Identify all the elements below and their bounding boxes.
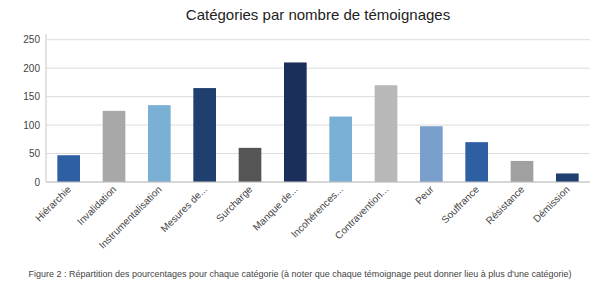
title: Catégories par nombre de témoignages <box>186 6 450 23</box>
bar <box>284 62 307 182</box>
caption: Figure 2 : Répartition des pourcentages … <box>28 269 571 279</box>
chart: Catégories par nombre de témoignages 0 50 1… <box>0 0 600 281</box>
x-tick-label: Surcharge <box>214 183 255 224</box>
x-tick-label: Manque de... <box>251 184 300 233</box>
bar <box>148 105 171 182</box>
x-tick-label: Instrumentalisation <box>97 184 164 251</box>
bar <box>465 142 488 182</box>
x-tick-label: Démission <box>531 184 572 225</box>
x-tick-label: Hiérarchie <box>33 183 73 223</box>
x-axis-line <box>46 182 590 183</box>
x-tick-label: Invalidation <box>75 184 119 228</box>
grid-line <box>46 68 590 69</box>
bar <box>239 148 262 182</box>
x-tick-label: Souffrance <box>439 183 481 225</box>
y-tick-label: 250 <box>23 34 40 45</box>
bar <box>556 173 579 182</box>
grid-line <box>46 39 590 40</box>
bar <box>329 117 352 182</box>
y-tick-label: 100 <box>23 120 40 131</box>
grid-line <box>46 182 590 183</box>
x-tick-label: Résistance <box>484 183 527 226</box>
bar <box>420 126 443 182</box>
x-tick-label: Contravention... <box>333 184 391 242</box>
y-tick-label: 150 <box>23 91 40 102</box>
grid-line <box>46 96 590 97</box>
bar <box>57 155 80 182</box>
grid-line <box>46 125 590 126</box>
bar <box>511 161 534 182</box>
y-tick-label: 0 <box>34 177 40 188</box>
bar <box>375 85 398 182</box>
y-axis-line <box>46 34 47 182</box>
grid-line <box>46 153 590 154</box>
grid <box>46 40 590 182</box>
x-tick-label: Mesures de... <box>158 184 209 235</box>
y-tick-label: 50 <box>29 148 41 159</box>
x-tick-label: Peur <box>413 183 436 206</box>
y-tick-label: 200 <box>23 63 40 74</box>
bar <box>103 111 126 182</box>
bar <box>193 88 216 182</box>
